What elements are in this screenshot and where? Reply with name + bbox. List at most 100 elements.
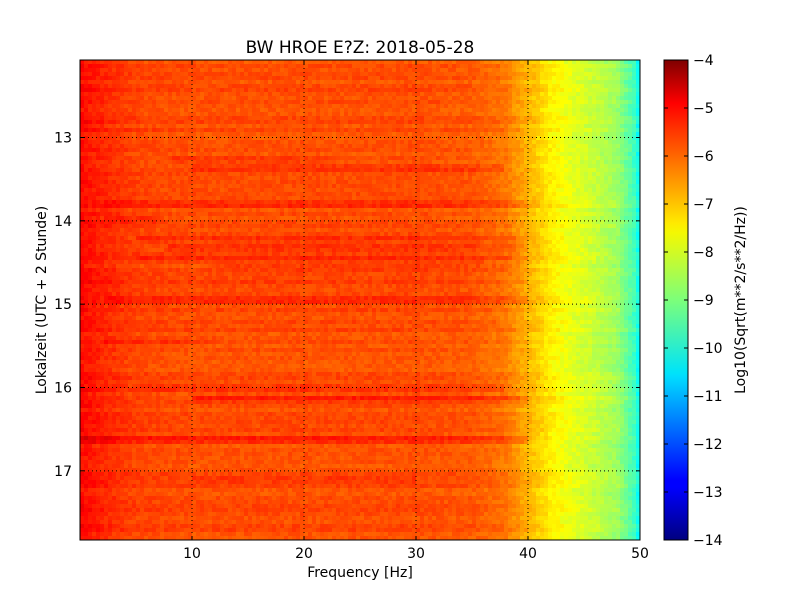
- heatmap-cell: [164, 124, 169, 129]
- heatmap-cell: [604, 64, 609, 69]
- heatmap-cell: [440, 124, 445, 129]
- heatmap-cell: [192, 148, 197, 153]
- heatmap-cell: [152, 72, 157, 77]
- heatmap-cell: [156, 140, 161, 145]
- heatmap-cell: [172, 72, 177, 77]
- heatmap-cell: [412, 76, 417, 81]
- heatmap-cell: [188, 148, 193, 153]
- heatmap-cell: [276, 180, 281, 185]
- heatmap-cell: [188, 152, 193, 157]
- heatmap-cell: [224, 192, 229, 197]
- heatmap-cell: [284, 176, 289, 181]
- heatmap-cell: [140, 88, 145, 93]
- heatmap-cell: [208, 120, 213, 125]
- heatmap-cell: [484, 144, 489, 149]
- heatmap-cell: [256, 112, 261, 117]
- heatmap-cell: [404, 96, 409, 101]
- heatmap-cell: [632, 76, 637, 81]
- heatmap-cell: [588, 152, 593, 157]
- heatmap-cell: [204, 108, 209, 113]
- heatmap-cell: [356, 116, 361, 121]
- heatmap-cell: [200, 116, 205, 121]
- heatmap-cell: [324, 184, 329, 189]
- heatmap-cell: [292, 100, 297, 105]
- heatmap-cell: [244, 96, 249, 101]
- heatmap-cell: [468, 104, 473, 109]
- heatmap-cell: [144, 108, 149, 113]
- heatmap-cell: [124, 192, 129, 197]
- heatmap-cell: [380, 152, 385, 157]
- heatmap-cell: [452, 104, 457, 109]
- heatmap-cell: [388, 176, 393, 181]
- heatmap-cell: [332, 164, 337, 169]
- heatmap-cell: [348, 192, 353, 197]
- heatmap-cell: [532, 176, 537, 181]
- heatmap-cell: [136, 84, 141, 89]
- heatmap-cell: [244, 136, 249, 141]
- heatmap-cell: [128, 76, 133, 81]
- heatmap-cell: [108, 192, 113, 197]
- heatmap-cell: [224, 68, 229, 73]
- heatmap-cell: [92, 192, 97, 197]
- heatmap-cell: [272, 160, 277, 165]
- heatmap-cell: [420, 180, 425, 185]
- heatmap-cell: [176, 140, 181, 145]
- heatmap-cell: [528, 92, 533, 97]
- heatmap-cell: [172, 152, 177, 157]
- heatmap-cell: [476, 144, 481, 149]
- heatmap-cell: [600, 128, 605, 133]
- heatmap-cell: [92, 116, 97, 121]
- heatmap-cell: [104, 68, 109, 73]
- heatmap-cell: [92, 172, 97, 177]
- heatmap-cell: [468, 164, 473, 169]
- heatmap-cell: [520, 120, 525, 125]
- heatmap-cell: [524, 116, 529, 121]
- heatmap-cell: [100, 128, 105, 133]
- heatmap-cell: [124, 148, 129, 153]
- heatmap-cell: [284, 172, 289, 177]
- heatmap-cell: [440, 128, 445, 133]
- heatmap-cell: [220, 60, 225, 65]
- heatmap-cell: [244, 148, 249, 153]
- heatmap-cell: [208, 68, 213, 73]
- heatmap-cell: [280, 180, 285, 185]
- heatmap-cell: [268, 200, 273, 205]
- heatmap-cell: [508, 140, 513, 145]
- heatmap-cell: [104, 168, 109, 173]
- heatmap-cell: [332, 144, 337, 149]
- heatmap-cell: [452, 88, 457, 93]
- heatmap-cell: [396, 172, 401, 177]
- heatmap-cell: [312, 120, 317, 125]
- heatmap-cell: [280, 96, 285, 101]
- heatmap-cell: [200, 68, 205, 73]
- heatmap-cell: [536, 188, 541, 193]
- heatmap-cell: [104, 192, 109, 197]
- heatmap-cell: [100, 92, 105, 97]
- heatmap-cell: [612, 68, 617, 73]
- heatmap-cell: [412, 108, 417, 113]
- heatmap-cell: [104, 100, 109, 105]
- heatmap-cell: [388, 160, 393, 165]
- heatmap-cell: [420, 124, 425, 129]
- heatmap-cell: [336, 168, 341, 173]
- heatmap-cell: [620, 124, 625, 129]
- heatmap-cell: [484, 124, 489, 129]
- heatmap-cell: [508, 88, 513, 93]
- heatmap-cell: [256, 160, 261, 165]
- heatmap-cell: [592, 116, 597, 121]
- heatmap-cell: [632, 112, 637, 117]
- heatmap-cell: [504, 152, 509, 157]
- heatmap-cell: [116, 80, 121, 85]
- heatmap-cell: [88, 64, 93, 69]
- heatmap-cell: [460, 160, 465, 165]
- heatmap-cell: [164, 76, 169, 81]
- heatmap-cell: [460, 196, 465, 201]
- heatmap-cell: [340, 92, 345, 97]
- heatmap-cell: [232, 188, 237, 193]
- heatmap-cell: [320, 68, 325, 73]
- heatmap-cell: [272, 148, 277, 153]
- heatmap-cell: [424, 84, 429, 89]
- heatmap-cell: [120, 96, 125, 101]
- heatmap-cell: [584, 72, 589, 77]
- heatmap-cell: [400, 84, 405, 89]
